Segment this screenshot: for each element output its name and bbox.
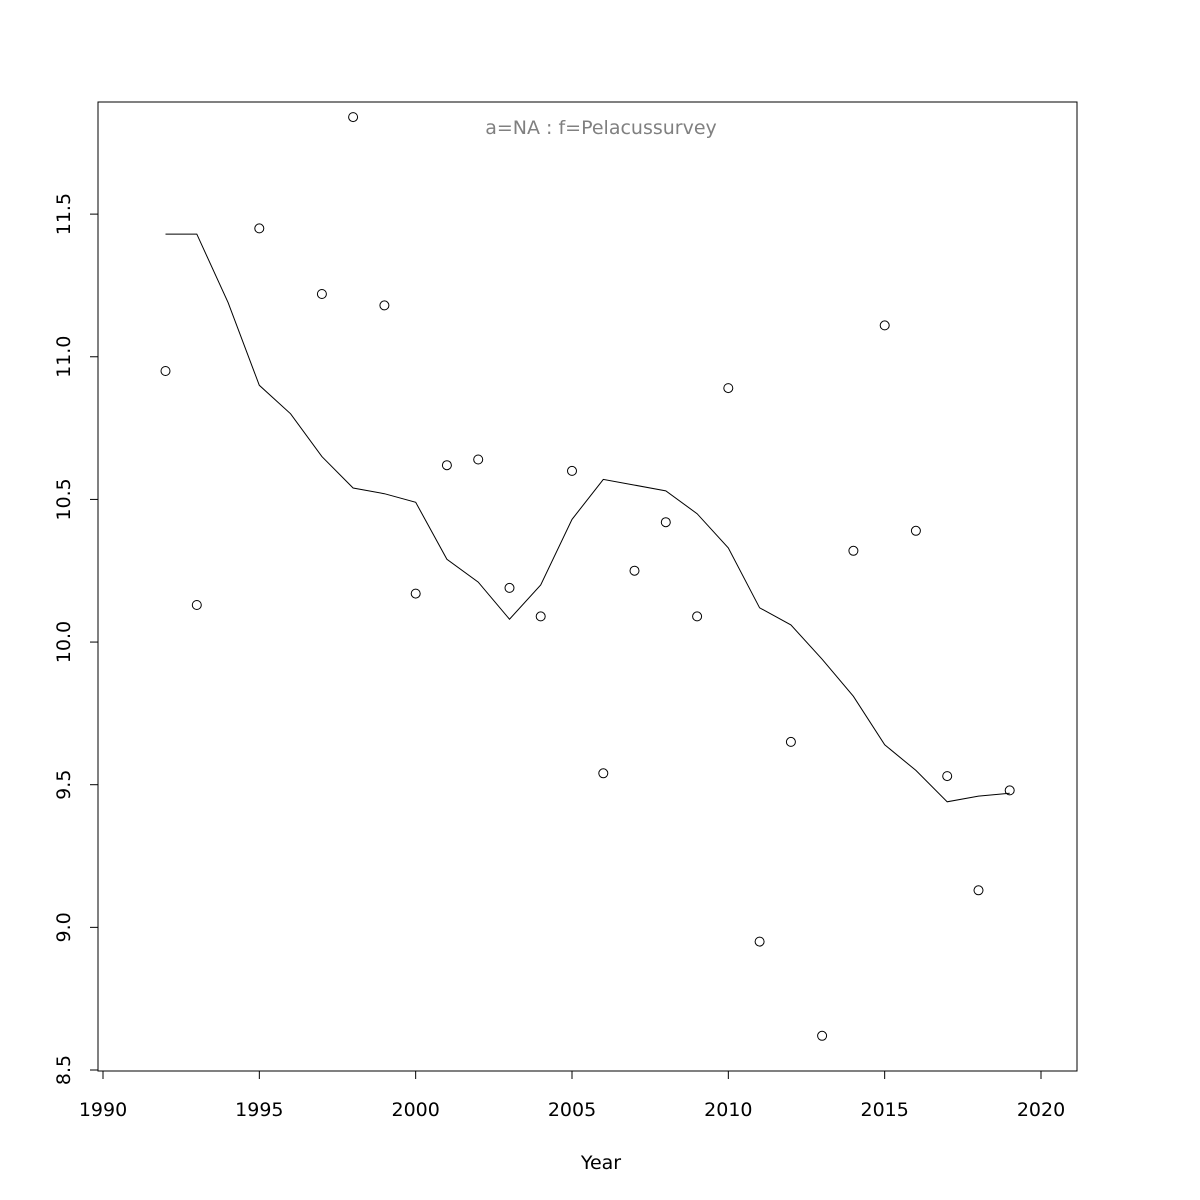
data-point (848, 545, 859, 556)
y-tick-label: 10.5 (53, 478, 75, 520)
x-axis-label: Year (580, 1152, 621, 1174)
data-point (535, 611, 546, 622)
chart-title: a=NA : f=Pelacussurvey (485, 117, 717, 139)
y-tick-label: 9.5 (53, 770, 75, 800)
x-tick-label: 1995 (235, 1099, 283, 1121)
data-point (973, 885, 984, 896)
data-point (410, 588, 421, 599)
y-tick-label: 11.5 (53, 193, 75, 235)
data-point (785, 736, 796, 747)
x-tick-label: 1990 (79, 1099, 127, 1121)
smoother-line (165, 233, 1010, 803)
data-point (160, 366, 171, 376)
x-tick-label: 2020 (1017, 1099, 1065, 1121)
data-point (316, 289, 327, 299)
data-point (348, 112, 359, 123)
y-tick-label: 8.5 (53, 1055, 75, 1085)
data-point (942, 771, 953, 782)
data-point (191, 600, 202, 610)
data-point (754, 936, 765, 947)
y-tick-label: 9.0 (53, 912, 75, 942)
x-tick-label: 2005 (548, 1099, 596, 1121)
y-axis: 8.5 9.0 9.5 10.0 10.5 11.0 11.5 (53, 193, 99, 1085)
data-point (1004, 785, 1015, 796)
data-points-layer (160, 112, 1015, 1041)
data-point (629, 565, 640, 576)
data-point (567, 465, 577, 476)
data-point (254, 223, 265, 234)
data-point (473, 454, 484, 465)
smoother-line-layer (165, 233, 1010, 803)
data-point (910, 525, 921, 536)
data-point (598, 768, 609, 779)
data-point (817, 1030, 828, 1041)
x-axis: 1990 1995 2000 2005 2010 2015 2020 (79, 1070, 1065, 1121)
data-point (660, 517, 671, 528)
y-tick-label: 10.0 (53, 621, 75, 663)
x-tick-label: 2010 (704, 1099, 752, 1121)
y-tick-label: 11.0 (53, 336, 75, 378)
x-tick-label: 2015 (860, 1099, 908, 1121)
x-tick-label: 2000 (391, 1099, 439, 1121)
data-point (692, 611, 703, 622)
data-point (879, 320, 890, 331)
data-point (379, 300, 390, 311)
data-point (723, 383, 734, 394)
data-point (504, 582, 515, 593)
data-point (441, 460, 452, 471)
